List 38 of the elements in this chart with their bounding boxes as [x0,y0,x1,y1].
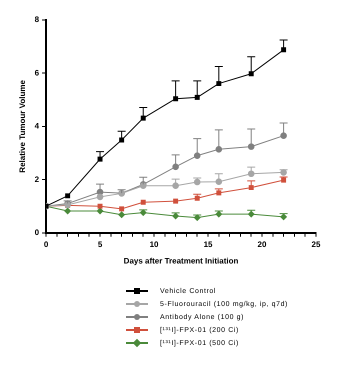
point [280,132,287,140]
y-tick-label: 0 [34,228,40,238]
point [140,200,146,205]
y-tick-label: 4 [34,122,40,131]
point [216,146,222,153]
point [98,204,103,209]
point [248,170,255,178]
point [194,152,201,159]
point [173,198,178,204]
point [216,81,222,86]
point [248,210,255,218]
x-tick-label: 5 [98,240,103,249]
y-axis-title: Relative Tumour Volume [18,80,28,173]
point [248,185,254,190]
x-tick-label: 10 [150,240,160,249]
point [119,206,124,212]
y-tick-label: 6 [34,68,40,78]
y-tick-label: 8 [34,15,40,24]
x-axis-title: Days after Treatment Initiation [124,256,238,266]
point [281,47,286,52]
point [98,156,103,162]
point [172,164,179,170]
x-tick-label: 25 [312,240,321,249]
x-tick-label: 15 [204,240,214,249]
x-tick-label: 20 [258,240,268,249]
point [216,178,222,186]
point [96,194,104,200]
point [194,94,200,100]
point [96,208,104,214]
y-tick-label: 2 [34,174,40,184]
x-tick-label: 0 [44,240,49,249]
point [65,193,70,198]
point [119,137,124,142]
point [248,143,255,150]
point [64,208,71,214]
point [194,178,201,186]
point [172,182,179,190]
point [118,211,125,218]
